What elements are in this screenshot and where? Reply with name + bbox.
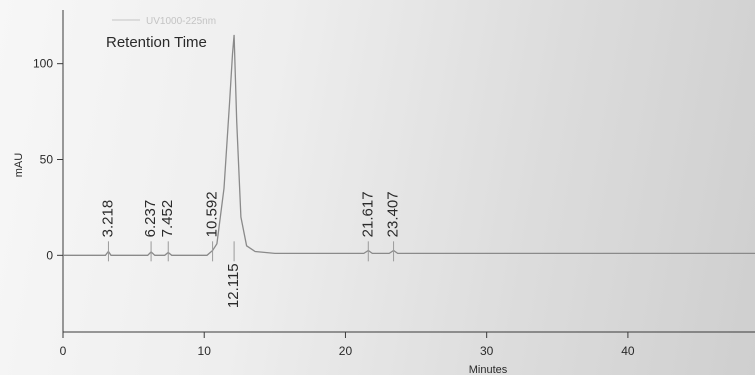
peak-label: 23.407 [385, 191, 402, 237]
x-tick-label: 40 [621, 344, 635, 358]
peak-label: 7.452 [159, 200, 176, 238]
x-tick-label: 30 [480, 344, 494, 358]
y-tick-label: 0 [46, 248, 53, 262]
x-tick-label: 20 [339, 344, 353, 358]
peak-label: 10.592 [204, 191, 221, 237]
x-tick-label: 10 [198, 344, 212, 358]
axes: 01020304050050100 [33, 10, 755, 358]
peak-label: 12.115 [225, 263, 242, 308]
x-axis-label: Minutes [469, 364, 508, 375]
y-axis-label: mAU [13, 153, 25, 178]
y-tick-label: 100 [33, 57, 53, 71]
chart-text: mAU Minutes Retention Time UV1000-225nm [13, 16, 508, 375]
peak-label: 3.218 [99, 200, 116, 238]
peak-labels: 3.218 6.237 7.452 10.592 12.115 21.617 23.407 [99, 191, 401, 308]
peak-label: 21.617 [359, 191, 376, 237]
legend-entry: UV1000-225nm [146, 16, 216, 27]
y-tick-label: 50 [40, 153, 54, 167]
x-tick-label: 0 [60, 344, 67, 358]
peak-label: 6.237 [142, 200, 159, 238]
retention-time-annotation: Retention Time [106, 34, 207, 51]
